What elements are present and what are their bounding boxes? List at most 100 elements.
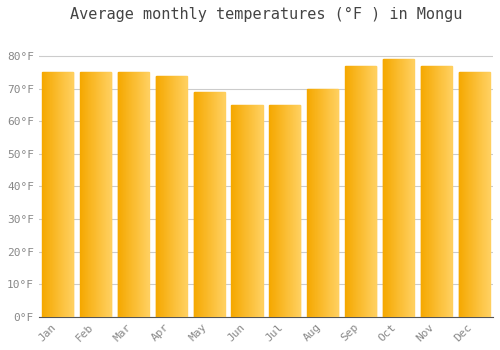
Bar (446, 66, 447, 317)
Bar (251, 105, 252, 317)
Bar (98, 72, 99, 317)
Bar (173, 76, 174, 317)
Bar (82, 72, 83, 317)
Bar (479, 72, 480, 317)
Bar (440, 66, 441, 317)
Bar (108, 72, 109, 317)
Bar (387, 60, 388, 317)
Bar (223, 92, 224, 317)
Bar (147, 72, 148, 317)
Bar (126, 72, 127, 317)
Bar (60, 72, 61, 317)
Bar (284, 105, 285, 317)
Bar (435, 66, 436, 317)
Bar (58, 72, 59, 317)
Bar (213, 92, 214, 317)
Bar (361, 66, 362, 317)
Bar (104, 72, 105, 317)
Bar (329, 89, 330, 317)
Bar (167, 76, 168, 317)
Bar (275, 105, 276, 317)
Bar (398, 60, 399, 317)
Bar (64, 72, 65, 317)
Bar (486, 72, 487, 317)
Bar (326, 89, 327, 317)
Bar (355, 66, 356, 317)
Bar (368, 66, 369, 317)
Bar (146, 72, 147, 317)
Bar (347, 66, 348, 317)
Bar (242, 105, 243, 317)
Bar (290, 105, 291, 317)
Bar (280, 105, 281, 317)
Bar (162, 76, 163, 317)
Bar (310, 89, 311, 317)
Bar (467, 72, 468, 317)
Bar (437, 66, 438, 317)
Bar (220, 92, 221, 317)
Bar (375, 66, 376, 317)
Bar (91, 72, 92, 317)
Bar (441, 66, 442, 317)
Bar (399, 60, 400, 317)
Bar (451, 66, 452, 317)
Bar (174, 76, 175, 317)
Bar (413, 60, 414, 317)
Bar (429, 66, 430, 317)
Bar (181, 76, 182, 317)
Bar (348, 66, 349, 317)
Bar (366, 66, 367, 317)
Bar (320, 89, 321, 317)
Bar (137, 72, 138, 317)
Bar (46, 72, 47, 317)
Bar (183, 76, 184, 317)
Bar (325, 89, 326, 317)
Bar (54, 72, 55, 317)
Bar (448, 66, 449, 317)
Bar (57, 72, 58, 317)
Bar (332, 89, 333, 317)
Bar (89, 72, 90, 317)
Bar (324, 89, 325, 317)
Bar (312, 89, 313, 317)
Bar (194, 92, 195, 317)
Bar (246, 105, 247, 317)
Bar (83, 72, 84, 317)
Bar (458, 72, 459, 317)
Bar (176, 76, 177, 317)
Bar (118, 72, 119, 317)
Bar (239, 105, 240, 317)
Bar (160, 76, 161, 317)
Bar (59, 72, 60, 317)
Bar (460, 72, 461, 317)
Bar (45, 72, 46, 317)
Bar (367, 66, 368, 317)
Bar (125, 72, 126, 317)
Bar (250, 105, 251, 317)
Bar (489, 72, 490, 317)
Bar (485, 72, 486, 317)
Bar (179, 76, 180, 317)
Bar (95, 72, 96, 317)
Bar (201, 92, 202, 317)
Bar (471, 72, 472, 317)
Bar (356, 66, 357, 317)
Bar (383, 60, 384, 317)
Bar (215, 92, 216, 317)
Bar (444, 66, 445, 317)
Bar (371, 66, 372, 317)
Bar (62, 72, 63, 317)
Bar (233, 105, 234, 317)
Bar (431, 66, 432, 317)
Bar (85, 72, 86, 317)
Bar (55, 72, 56, 317)
Bar (202, 92, 203, 317)
Bar (156, 76, 157, 317)
Bar (214, 92, 215, 317)
Bar (217, 92, 218, 317)
Bar (476, 72, 477, 317)
Bar (360, 66, 361, 317)
Bar (466, 72, 467, 317)
Bar (353, 66, 354, 317)
Bar (243, 105, 244, 317)
